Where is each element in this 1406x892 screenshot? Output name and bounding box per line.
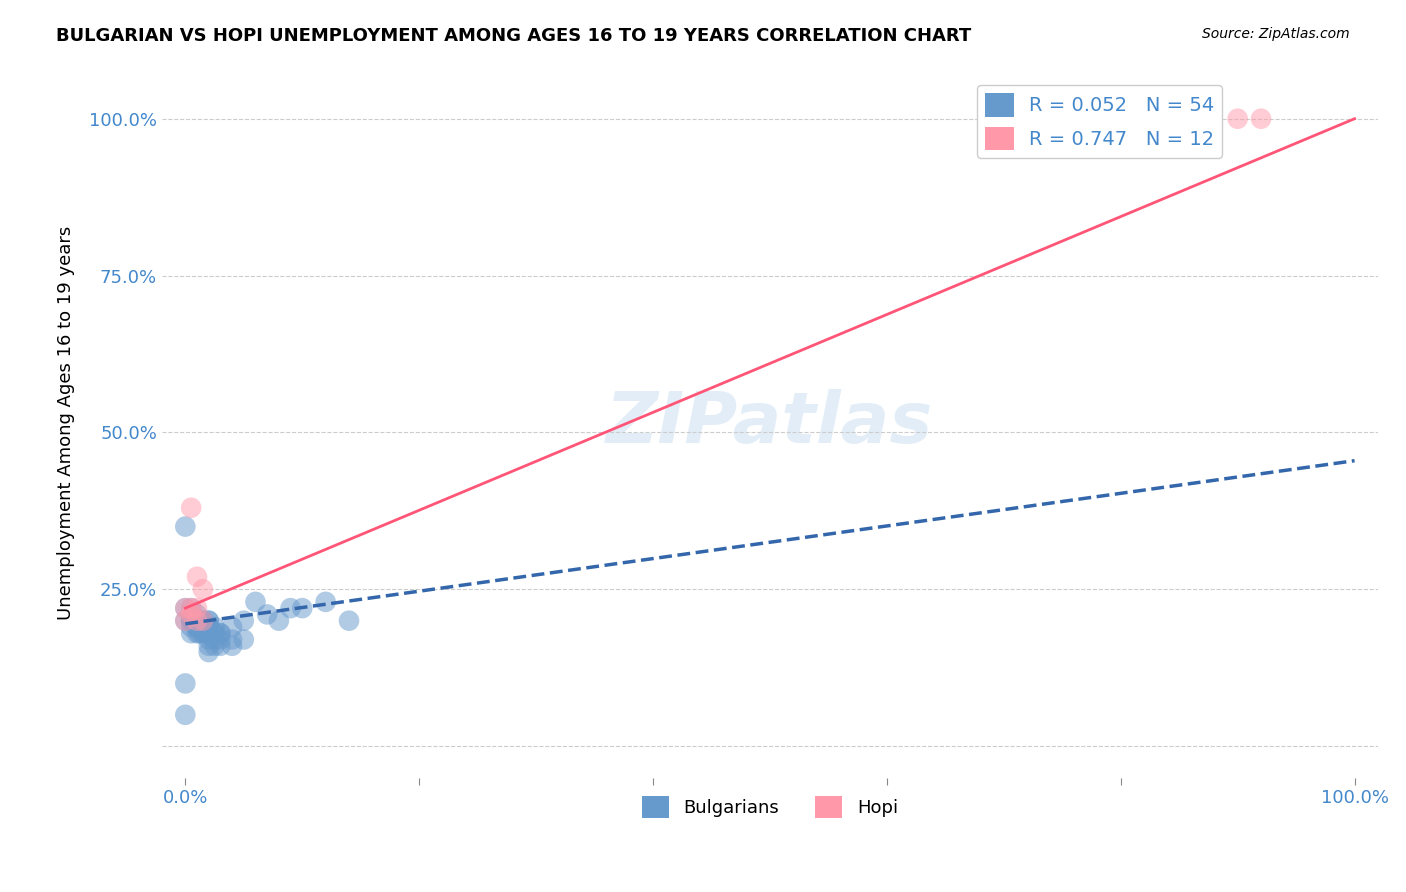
Point — [188, 620, 211, 634]
Point — [186, 620, 208, 634]
Point — [180, 607, 202, 622]
Point — [174, 614, 197, 628]
Point — [315, 595, 337, 609]
Point — [209, 632, 232, 647]
Point — [337, 614, 360, 628]
Point — [197, 639, 219, 653]
Text: BULGARIAN VS HOPI UNEMPLOYMENT AMONG AGES 16 TO 19 YEARS CORRELATION CHART: BULGARIAN VS HOPI UNEMPLOYMENT AMONG AGE… — [56, 27, 972, 45]
Text: ZIPatlas: ZIPatlas — [606, 389, 934, 458]
Point — [186, 614, 208, 628]
Point — [186, 614, 208, 628]
Point — [186, 570, 208, 584]
Point — [291, 601, 314, 615]
Point — [174, 614, 197, 628]
Point — [180, 626, 202, 640]
Point — [256, 607, 278, 622]
Point — [191, 626, 214, 640]
Point — [188, 626, 211, 640]
Point — [221, 632, 243, 647]
Point — [174, 676, 197, 690]
Point — [186, 620, 208, 634]
Point — [180, 500, 202, 515]
Point — [174, 601, 197, 615]
Point — [209, 626, 232, 640]
Point — [197, 620, 219, 634]
Point — [267, 614, 290, 628]
Point — [186, 607, 208, 622]
Point — [1226, 112, 1249, 126]
Point — [174, 601, 197, 615]
Point — [232, 614, 254, 628]
Point — [1250, 112, 1272, 126]
Point — [180, 620, 202, 634]
Point — [204, 620, 226, 634]
Point — [191, 620, 214, 634]
Point — [180, 614, 202, 628]
Point — [197, 632, 219, 647]
Point — [191, 626, 214, 640]
Point — [180, 614, 202, 628]
Point — [197, 614, 219, 628]
Text: Source: ZipAtlas.com: Source: ZipAtlas.com — [1202, 27, 1350, 41]
Point — [221, 620, 243, 634]
Point — [221, 639, 243, 653]
Point — [191, 614, 214, 628]
Point — [197, 626, 219, 640]
Point — [186, 614, 208, 628]
Point — [204, 626, 226, 640]
Point — [186, 614, 208, 628]
Point — [191, 614, 214, 628]
Point — [245, 595, 267, 609]
Point — [186, 626, 208, 640]
Legend: Bulgarians, Hopi: Bulgarians, Hopi — [634, 789, 905, 825]
Point — [191, 614, 214, 628]
Point — [232, 632, 254, 647]
Point — [204, 639, 226, 653]
Point — [209, 639, 232, 653]
Point — [186, 601, 208, 615]
Point — [204, 632, 226, 647]
Point — [280, 601, 302, 615]
Point — [174, 707, 197, 722]
Point — [180, 601, 202, 615]
Point — [197, 614, 219, 628]
Point — [191, 582, 214, 597]
Point — [180, 601, 202, 615]
Point — [197, 620, 219, 634]
Point — [174, 519, 197, 533]
Point — [204, 626, 226, 640]
Point — [197, 645, 219, 659]
Point — [180, 614, 202, 628]
Point — [209, 626, 232, 640]
Y-axis label: Unemployment Among Ages 16 to 19 years: Unemployment Among Ages 16 to 19 years — [58, 226, 75, 620]
